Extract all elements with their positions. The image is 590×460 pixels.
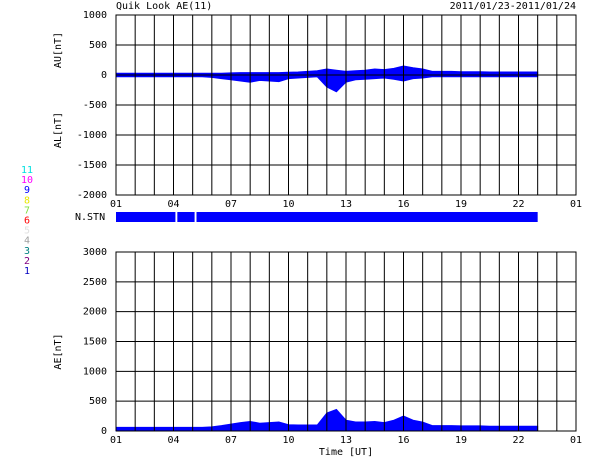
station-number: 10	[21, 175, 33, 186]
y-tick-label: 0	[101, 426, 107, 437]
x-tick-label: 01	[110, 199, 122, 210]
y-axis-label: AE[nT]	[53, 333, 64, 369]
x-tick-label: 01	[570, 199, 582, 210]
x-tick-label: 19	[455, 435, 467, 446]
x-tick-label: 13	[340, 435, 352, 446]
nstn-bar	[116, 212, 176, 222]
x-tick-label: 10	[282, 199, 294, 210]
station-number: 7	[24, 205, 30, 216]
y-tick-label: 500	[89, 40, 107, 51]
y-tick-label: 1000	[83, 10, 107, 21]
date-range: 2011/01/23-2011/01/24	[450, 1, 576, 12]
x-tick-label: 07	[225, 199, 237, 210]
y-tick-label: 3000	[83, 247, 107, 258]
nstn-bar	[196, 212, 538, 222]
x-tick-label: 01	[110, 435, 122, 446]
station-number: 4	[24, 236, 30, 247]
y-tick-label: 500	[89, 396, 107, 407]
y-axis-label: AU[nT]	[53, 32, 64, 68]
station-number: 2	[24, 256, 30, 267]
x-tick-label: 07	[225, 435, 237, 446]
y-tick-label: 0	[101, 70, 107, 81]
station-number: 11	[21, 165, 33, 176]
x-tick-label: 19	[455, 199, 467, 210]
chart-title: Quik Look AE(11)	[116, 1, 212, 12]
x-tick-label: 13	[340, 199, 352, 210]
x-tick-label: 04	[167, 199, 179, 210]
y-tick-label: -1000	[77, 130, 107, 141]
x-tick-label: 16	[397, 435, 409, 446]
station-number: 9	[24, 185, 30, 196]
station-number: 3	[24, 246, 30, 257]
x-tick-label: 10	[282, 435, 294, 446]
y-tick-label: 1000	[83, 366, 107, 377]
y-tick-label: 2500	[83, 277, 107, 288]
station-number: 1	[24, 266, 30, 277]
station-number: 5	[24, 226, 30, 237]
x-axis-label: Time [UT]	[319, 447, 373, 458]
x-tick-label: 16	[397, 199, 409, 210]
y-tick-label: 2000	[83, 307, 107, 318]
y-axis-label: AL[nT]	[53, 112, 64, 148]
y-tick-label: -2000	[77, 190, 107, 201]
nstn-label: N.STN	[75, 212, 105, 223]
y-tick-label: -500	[83, 100, 107, 111]
station-number: 8	[24, 195, 30, 206]
x-tick-label: 22	[512, 199, 524, 210]
nstn-bar	[177, 212, 195, 222]
x-tick-label: 22	[512, 435, 524, 446]
x-tick-label: 04	[167, 435, 179, 446]
y-tick-label: 1500	[83, 337, 107, 348]
x-tick-label: 01	[570, 435, 582, 446]
y-tick-label: -1500	[77, 160, 107, 171]
station-number: 6	[24, 216, 30, 227]
